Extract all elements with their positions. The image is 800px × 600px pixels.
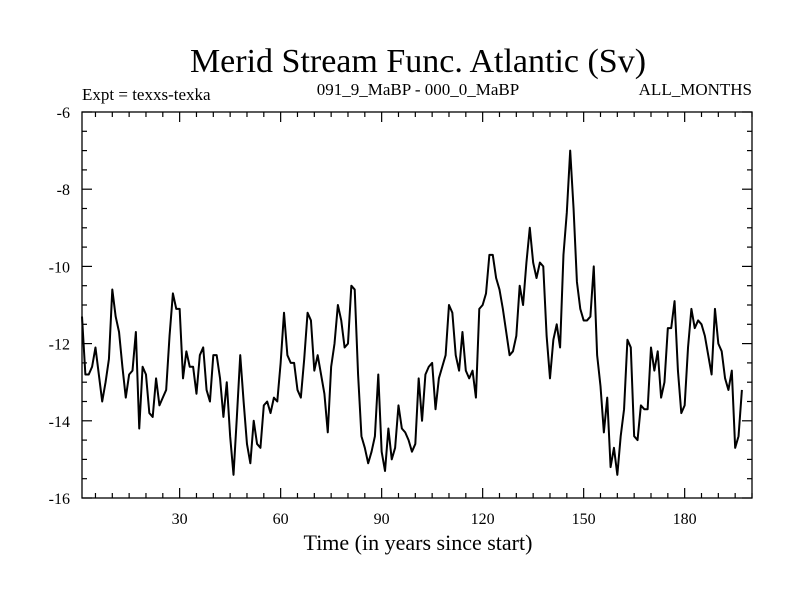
- y-tick-label: -14: [49, 414, 70, 431]
- y-tick-label: -16: [49, 491, 70, 508]
- x-tick-label: 60: [273, 511, 289, 528]
- series-line: [81, 149, 743, 476]
- tick-labels: 30 60 90 120 150 180 -6 -8 -10 -12 -14 -16: [49, 105, 697, 528]
- y-tick-label: -10: [49, 259, 70, 276]
- x-tick-label: 90: [374, 511, 390, 528]
- x-tick-label: 30: [172, 511, 188, 528]
- y-tick-label: -6: [57, 105, 70, 122]
- experiment-difference-label: 091_9_MaBP - 000_0_MaBP: [317, 80, 519, 99]
- tick-marks: [82, 111, 753, 499]
- months-label: ALL_MONTHS: [639, 80, 752, 99]
- plot-frame: [81, 111, 753, 499]
- x-tick-label: 150: [572, 511, 596, 528]
- x-tick-label: 120: [471, 511, 495, 528]
- experiment-label: Expt = texxs-texka: [82, 85, 211, 104]
- y-tick-label: -8: [57, 182, 70, 199]
- chart-title: Merid Stream Func. Atlantic (Sv): [190, 43, 646, 80]
- y-tick-label: -12: [49, 337, 70, 354]
- x-axis-label: Time (in years since start): [304, 530, 533, 555]
- x-tick-label: 180: [673, 511, 697, 528]
